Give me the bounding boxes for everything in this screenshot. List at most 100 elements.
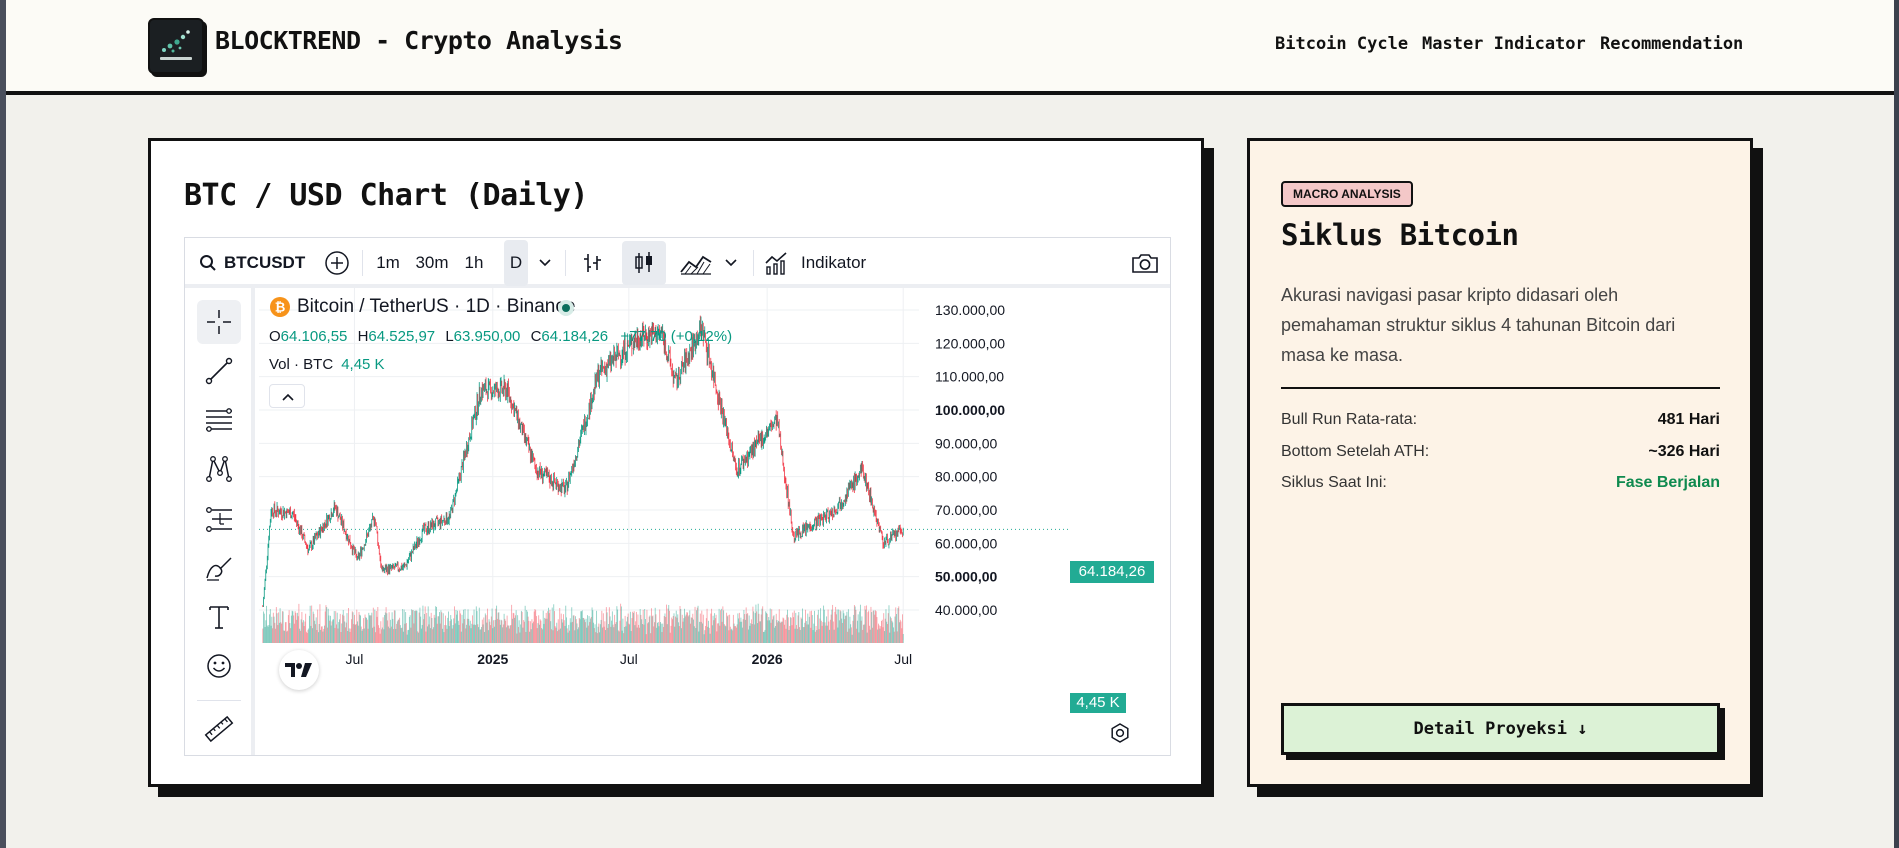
volume-bar xyxy=(790,617,792,643)
icon-tool[interactable] xyxy=(197,644,241,688)
chevron-up-icon xyxy=(282,393,294,401)
indicators-button[interactable]: Indikator xyxy=(764,248,884,278)
volume-bar xyxy=(388,612,390,643)
nav-master-indicator[interactable]: Master Indicator xyxy=(1422,34,1586,54)
price-chart[interactable]: 130.000,00 120.000,00 110.000,00 100.000,00… xyxy=(259,288,1171,756)
volume-bar xyxy=(313,613,315,643)
chart-type-dropdown[interactable] xyxy=(721,248,741,278)
volume-bar xyxy=(893,627,894,643)
snapshot-button[interactable] xyxy=(1129,248,1161,278)
volume-bar xyxy=(890,616,891,643)
volume-bar xyxy=(360,615,361,643)
volume-bar xyxy=(614,614,616,643)
volume-bar xyxy=(429,628,431,643)
volume-bar xyxy=(268,624,270,643)
interval-1m[interactable]: 1m xyxy=(376,253,400,272)
compare-symbol-button[interactable] xyxy=(322,248,352,278)
chart-plot-area[interactable]: 130.000,00 120.000,00 110.000,00 100.000,00… xyxy=(259,288,1171,756)
brush-tool[interactable] xyxy=(197,546,241,590)
volume-bar xyxy=(415,610,417,643)
brush-icon xyxy=(206,557,232,581)
volume-bar xyxy=(717,623,719,643)
volume-bar xyxy=(579,619,581,643)
volume-bar xyxy=(326,607,328,643)
volume-bar xyxy=(314,624,316,643)
brand-name[interactable]: BLOCKTREND - Crypto Analysis xyxy=(215,26,623,55)
volume-bar xyxy=(502,627,504,643)
volume-bar xyxy=(774,627,776,643)
detail-projection-button[interactable]: Detail Proyeksi ↓ xyxy=(1281,703,1720,755)
nav-recommendation[interactable]: Recommendation xyxy=(1600,34,1744,54)
pattern-tool[interactable] xyxy=(197,447,241,491)
symbol-label: BTCUSDT xyxy=(224,253,306,272)
trend-line-tool[interactable] xyxy=(197,349,241,393)
interval-dropdown[interactable] xyxy=(535,248,555,278)
y-tick-label: 70.000,00 xyxy=(935,502,997,518)
open-label: O xyxy=(269,328,281,345)
fib-retracement-tool[interactable] xyxy=(197,398,241,442)
volume-bar xyxy=(375,610,377,643)
collapse-legend-button[interactable] xyxy=(269,384,305,408)
volume-bar xyxy=(822,622,824,643)
bar-replay-button[interactable] xyxy=(578,248,608,278)
volume-bar xyxy=(376,616,378,643)
volume-bar xyxy=(520,624,522,643)
volume-bar xyxy=(758,613,760,643)
brand-logo[interactable] xyxy=(148,18,204,74)
volume-bar xyxy=(593,622,595,643)
volume-bar xyxy=(870,606,872,643)
volume-bar xyxy=(394,610,396,643)
area-chart-type-button[interactable] xyxy=(678,248,714,278)
volume-bar xyxy=(338,622,340,643)
volume-bar xyxy=(343,615,345,643)
volume-bar xyxy=(785,628,787,643)
volume-bar xyxy=(770,622,772,643)
volume-bar xyxy=(705,626,707,643)
volume-bar xyxy=(544,617,546,643)
volume-bar xyxy=(537,623,539,643)
volume-bar xyxy=(439,623,441,643)
symbol-search[interactable]: BTCUSDT xyxy=(195,248,307,278)
volume-bar xyxy=(708,627,710,643)
volume-bar xyxy=(489,621,491,643)
tradingview-logo[interactable] xyxy=(279,650,319,690)
volume-bar xyxy=(883,613,885,643)
volume-bar xyxy=(616,606,618,643)
nav-bitcoin-cycle[interactable]: Bitcoin Cycle xyxy=(1275,34,1409,54)
volume-bar xyxy=(803,627,805,643)
volume-bar xyxy=(712,615,714,643)
volume-bar xyxy=(535,616,537,643)
volume-bar xyxy=(856,620,858,643)
volume-bar xyxy=(556,622,558,643)
candles-chart-type-button[interactable] xyxy=(622,241,666,285)
chart-settings-button[interactable] xyxy=(1109,722,1133,746)
volume-bar xyxy=(543,623,545,643)
volume-bar xyxy=(471,623,473,643)
volume-bar xyxy=(448,626,450,643)
volume-bar xyxy=(412,610,414,643)
interval-d[interactable]: D xyxy=(504,240,528,286)
volume-bar xyxy=(551,607,553,643)
forecast-tool[interactable] xyxy=(197,497,241,541)
volume-bar xyxy=(505,620,507,643)
volume-bar xyxy=(853,605,855,643)
volume-bar xyxy=(799,627,800,643)
volume-bar xyxy=(317,609,319,643)
interval-1h[interactable]: 1h xyxy=(464,253,484,272)
interval-30m[interactable]: 30m xyxy=(415,253,449,272)
volume-bar xyxy=(638,624,640,643)
volume-bar xyxy=(657,622,659,643)
volume-bar xyxy=(573,615,575,643)
volume-bar xyxy=(378,627,380,643)
volume-bar xyxy=(779,621,781,643)
volume-bar xyxy=(660,623,662,643)
measure-tool[interactable] xyxy=(197,707,241,751)
volume-bar xyxy=(823,605,825,643)
volume-bar xyxy=(707,626,709,643)
volume-bar xyxy=(297,616,299,643)
volume-bar xyxy=(466,624,467,643)
text-tool[interactable] xyxy=(197,595,241,639)
crosshair-tool[interactable] xyxy=(197,300,241,344)
volume-bar xyxy=(729,614,731,643)
volume-bar xyxy=(295,612,297,643)
